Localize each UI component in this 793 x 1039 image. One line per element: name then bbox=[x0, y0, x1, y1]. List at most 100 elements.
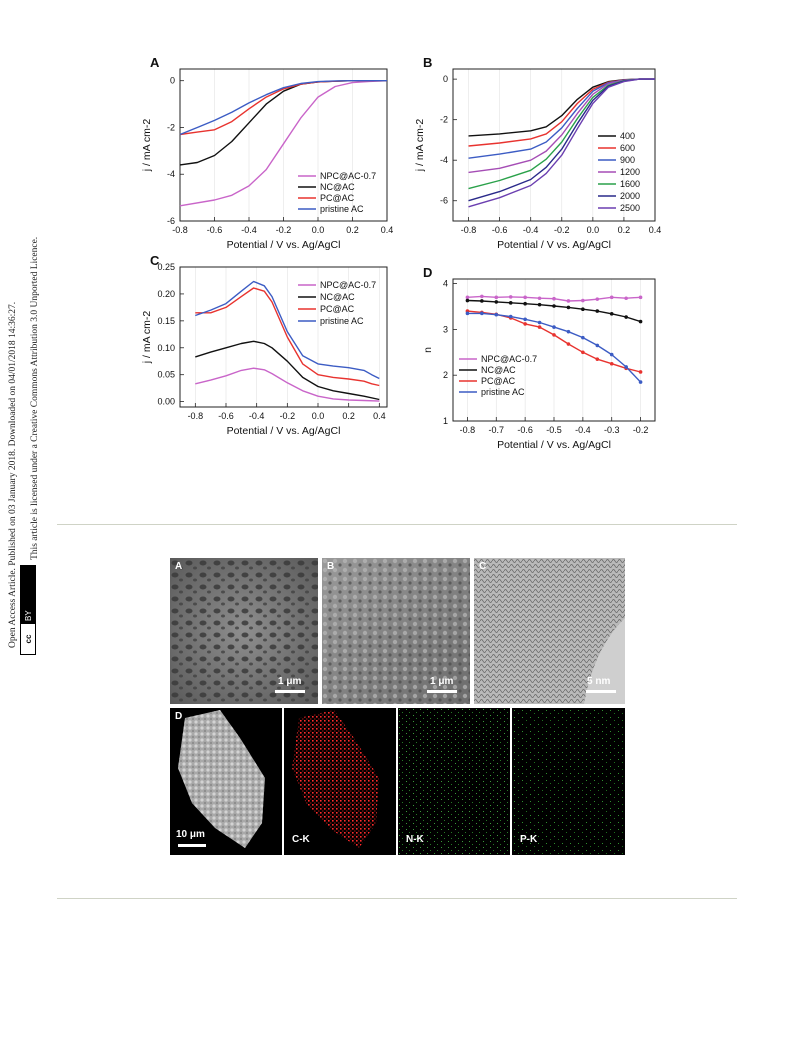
data-point bbox=[537, 325, 542, 329]
data-point bbox=[523, 301, 527, 306]
legend-label: 1200 bbox=[620, 167, 640, 177]
micrograph-figure: A 1 μm B 1 μm C 5 nm D 10 μm C-K bbox=[170, 558, 625, 855]
legend-label: NC@AC bbox=[481, 365, 516, 375]
data-point bbox=[624, 296, 628, 301]
y-tick-label: 0 bbox=[170, 76, 175, 86]
series-line bbox=[468, 78, 655, 208]
y-axis-label: j / mA cm-2 bbox=[414, 119, 426, 173]
x-tick-label: 0.2 bbox=[618, 225, 631, 235]
legend-label: NPC@AC-0.7 bbox=[320, 280, 376, 290]
x-tick-label: -0.6 bbox=[492, 225, 508, 235]
publication-note: Open Access Article. Published on 03 Jan… bbox=[8, 301, 18, 648]
legend-label: pristine AC bbox=[320, 204, 364, 214]
legend-label: 900 bbox=[620, 155, 635, 165]
y-tick-label: 1 bbox=[443, 416, 448, 426]
legend-label: 400 bbox=[620, 131, 635, 141]
x-tick-label: -0.6 bbox=[517, 425, 533, 435]
legend-label: 2500 bbox=[620, 203, 640, 213]
y-tick-label: -2 bbox=[440, 115, 448, 125]
scale-label-b: 1 μm bbox=[430, 676, 454, 687]
eds-map-phosphorus: P-K bbox=[512, 708, 625, 855]
tile-letter-a: A bbox=[175, 561, 183, 572]
data-point bbox=[609, 312, 614, 316]
scale-bar-d bbox=[178, 844, 206, 847]
data-point bbox=[552, 333, 556, 337]
data-point bbox=[508, 301, 513, 305]
x-tick-label: -0.4 bbox=[241, 225, 257, 235]
legend-label: NPC@AC-0.7 bbox=[320, 171, 376, 181]
y-axis-label: n bbox=[422, 347, 434, 353]
legend-label: 600 bbox=[620, 143, 635, 153]
data-point bbox=[523, 317, 527, 322]
data-point bbox=[465, 311, 470, 316]
data-point bbox=[465, 298, 470, 303]
by-label: BY bbox=[21, 566, 35, 624]
data-point bbox=[552, 325, 556, 329]
x-tick-label: -0.8 bbox=[461, 225, 477, 235]
data-point bbox=[566, 299, 571, 303]
data-point bbox=[595, 357, 600, 361]
sem-image-a: A 1 μm bbox=[170, 558, 318, 704]
legend-label: 1600 bbox=[620, 179, 640, 189]
data-point bbox=[523, 322, 527, 326]
data-point bbox=[552, 304, 556, 308]
tile-letter-d: D bbox=[175, 711, 183, 722]
panel-label: B bbox=[423, 55, 432, 70]
y-tick-label: -4 bbox=[167, 169, 175, 179]
legend-label: pristine AC bbox=[320, 316, 364, 326]
y-tick-label: 0.15 bbox=[157, 316, 175, 326]
scale-bar-a bbox=[275, 690, 305, 693]
data-point bbox=[566, 329, 571, 334]
data-point bbox=[537, 296, 542, 301]
license-note: This article is licensed under a Creativ… bbox=[30, 236, 40, 560]
x-tick-label: -0.2 bbox=[554, 225, 570, 235]
y-tick-label: 0.25 bbox=[157, 262, 175, 272]
data-point bbox=[624, 365, 628, 369]
data-point bbox=[609, 361, 614, 366]
panel-label: A bbox=[150, 55, 160, 70]
y-tick-label: -4 bbox=[440, 155, 448, 165]
x-tick-label: -0.4 bbox=[575, 425, 591, 435]
y-tick-label: -2 bbox=[167, 122, 175, 132]
data-point bbox=[609, 352, 614, 357]
sem-image-d: D 10 μm bbox=[170, 708, 282, 855]
y-tick-label: 0.20 bbox=[157, 289, 175, 299]
x-tick-label: -0.2 bbox=[633, 425, 649, 435]
x-tick-label: -0.2 bbox=[280, 411, 296, 421]
sem-image-b: B 1 μm bbox=[322, 558, 470, 704]
chart-panel-d: -0.8 -0.7 -0.6 -0.5 -0.4 -0.3 -0.2 1 2 3 4 Potentia… bbox=[422, 265, 656, 451]
data-point bbox=[523, 295, 527, 300]
scale-label-a: 1 μm bbox=[278, 676, 302, 687]
data-point bbox=[581, 350, 585, 355]
figure-divider-bottom bbox=[57, 898, 737, 899]
chart-panel-a: -0.8 -0.6 -0.4 -0.2 0.0 0.2 0.4 0 -2 -4 -6 Potentia… bbox=[141, 55, 393, 251]
y-tick-label: -6 bbox=[440, 196, 448, 206]
x-tick-label: -0.2 bbox=[276, 225, 292, 235]
figure-divider-top bbox=[57, 524, 737, 525]
x-axis-label: Potential / V vs. Ag/AgCl bbox=[497, 239, 611, 251]
data-point bbox=[595, 309, 600, 313]
x-tick-label: 0.2 bbox=[346, 225, 359, 235]
data-point bbox=[581, 298, 585, 303]
electrochemistry-figure: -0.8 -0.6 -0.4 -0.2 0.0 0.2 0.4 0 -2 -4 -6 Potentia… bbox=[141, 55, 661, 451]
legend-label: NC@AC bbox=[320, 292, 355, 302]
x-tick-label: -0.8 bbox=[460, 425, 476, 435]
cc-by-badge[interactable]: cc BY bbox=[20, 565, 36, 655]
eds-map-carbon: C-K bbox=[284, 708, 396, 855]
series-line bbox=[195, 367, 380, 402]
series-line bbox=[179, 80, 388, 207]
plot-frame bbox=[452, 68, 656, 222]
legend-label: pristine AC bbox=[481, 387, 525, 397]
article-license-sidebar: Open Access Article. Published on 03 Jan… bbox=[0, 0, 60, 700]
data-point bbox=[581, 307, 585, 312]
legend-label: 2000 bbox=[620, 191, 640, 201]
y-tick-label: 0 bbox=[443, 74, 448, 84]
tile-letter-c: C bbox=[479, 561, 487, 572]
data-point bbox=[480, 299, 484, 303]
x-tick-label: -0.3 bbox=[604, 425, 620, 435]
data-point bbox=[638, 319, 643, 324]
x-tick-label: 0.0 bbox=[312, 411, 325, 421]
x-tick-label: -0.6 bbox=[207, 225, 223, 235]
x-tick-label: -0.4 bbox=[249, 411, 265, 421]
y-tick-label: 0.10 bbox=[157, 343, 175, 353]
